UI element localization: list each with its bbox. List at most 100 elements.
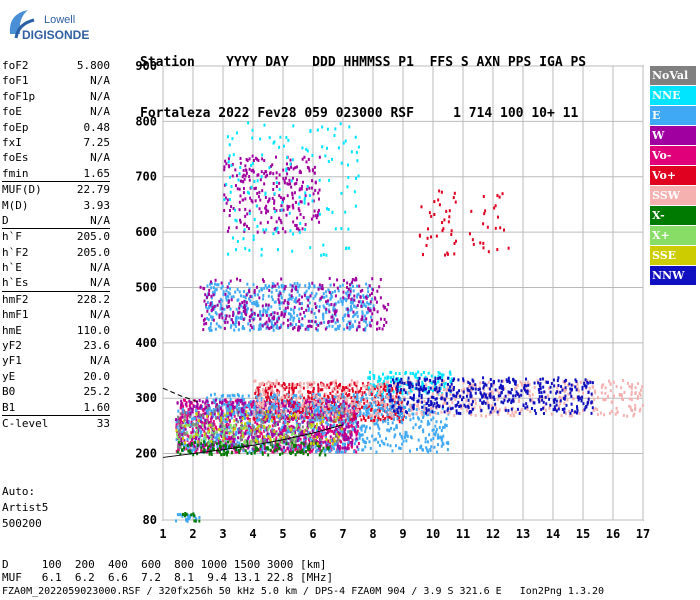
echo-point bbox=[230, 205, 233, 209]
echo-point bbox=[351, 417, 354, 421]
echo-point bbox=[568, 409, 571, 413]
echo-point bbox=[282, 388, 285, 392]
echo-point bbox=[279, 447, 282, 451]
echo-point bbox=[385, 437, 388, 441]
echo-point bbox=[385, 320, 388, 324]
echo-point bbox=[226, 294, 229, 298]
echo-point bbox=[222, 290, 225, 294]
echo-point bbox=[393, 406, 396, 410]
echo-point bbox=[352, 393, 355, 397]
echo-point bbox=[446, 401, 449, 405]
echo-point bbox=[213, 443, 216, 447]
echo-point bbox=[345, 434, 348, 438]
echo-point bbox=[274, 399, 277, 403]
echo-point bbox=[242, 198, 245, 202]
echo-point bbox=[270, 402, 273, 406]
echo-point bbox=[405, 380, 408, 384]
echo-point bbox=[252, 168, 255, 172]
echo-point bbox=[345, 438, 348, 442]
echo-point bbox=[331, 440, 334, 444]
echo-point bbox=[283, 414, 286, 418]
echo-point bbox=[229, 397, 232, 401]
echo-point bbox=[307, 408, 310, 412]
echo-point bbox=[474, 413, 477, 417]
echo-point bbox=[377, 382, 380, 386]
echo-point bbox=[335, 392, 338, 396]
echo-point bbox=[275, 184, 278, 188]
echo-point bbox=[310, 186, 313, 190]
echo-point bbox=[285, 431, 288, 435]
echo-point bbox=[283, 449, 286, 453]
echo-point bbox=[226, 425, 229, 429]
echo-point bbox=[321, 313, 324, 317]
echo-point bbox=[633, 412, 636, 416]
echo-point bbox=[279, 325, 282, 329]
echo-point bbox=[342, 296, 345, 300]
echo-point bbox=[325, 307, 328, 311]
echo-point bbox=[443, 387, 446, 391]
echo-point bbox=[572, 410, 575, 414]
echo-point bbox=[555, 399, 558, 403]
echo-point bbox=[280, 311, 283, 315]
echo-point bbox=[208, 446, 211, 450]
echo-point bbox=[298, 402, 301, 406]
echo-point bbox=[228, 154, 231, 158]
echo-point bbox=[240, 294, 243, 298]
echo-point bbox=[333, 447, 336, 451]
echo-point bbox=[217, 324, 220, 328]
echo-point bbox=[358, 436, 361, 440]
echo-point bbox=[286, 306, 289, 310]
echo-point bbox=[294, 287, 297, 291]
echo-point bbox=[217, 283, 220, 287]
echo-point bbox=[300, 306, 303, 310]
echo-point bbox=[273, 404, 276, 408]
echo-point bbox=[355, 150, 358, 154]
echo-point bbox=[553, 384, 556, 388]
echo-point bbox=[307, 431, 310, 435]
echo-point bbox=[227, 415, 230, 419]
echo-point bbox=[272, 420, 275, 424]
echo-point bbox=[251, 136, 254, 140]
echo-point bbox=[393, 384, 396, 388]
echo-point bbox=[267, 200, 270, 204]
echo-point bbox=[193, 435, 196, 439]
echo-point bbox=[438, 384, 441, 388]
echo-point bbox=[392, 417, 395, 421]
echo-point bbox=[289, 398, 292, 402]
echo-point bbox=[296, 289, 299, 293]
echo-point bbox=[235, 219, 238, 223]
echo-point bbox=[274, 210, 277, 214]
echo-point bbox=[426, 377, 429, 381]
echo-point bbox=[340, 393, 343, 397]
echo-point bbox=[253, 311, 256, 315]
echo-point bbox=[339, 382, 342, 386]
echo-point bbox=[341, 430, 344, 434]
echo-point bbox=[197, 410, 200, 414]
echo-point bbox=[353, 382, 356, 386]
echo-point bbox=[377, 375, 380, 379]
echo-point bbox=[266, 323, 269, 327]
echo-point bbox=[231, 413, 234, 417]
echo-point bbox=[228, 165, 231, 169]
echo-point bbox=[583, 381, 586, 385]
echo-point bbox=[332, 380, 335, 384]
echo-point bbox=[400, 400, 403, 404]
echo-point bbox=[267, 209, 270, 213]
echo-point bbox=[234, 208, 237, 212]
echo-point bbox=[294, 418, 297, 422]
echo-point bbox=[318, 298, 321, 302]
echo-point bbox=[385, 308, 388, 312]
echo-point bbox=[278, 194, 281, 198]
echo-point bbox=[211, 401, 214, 405]
echo-point bbox=[376, 423, 379, 427]
echo-point bbox=[291, 388, 294, 392]
echo-point bbox=[248, 178, 251, 182]
echo-point bbox=[311, 168, 314, 172]
echo-point bbox=[565, 403, 568, 407]
echo-point bbox=[361, 405, 364, 409]
echo-point bbox=[528, 383, 531, 387]
echo-point bbox=[369, 446, 372, 450]
echo-point bbox=[251, 326, 254, 330]
echo-point bbox=[356, 284, 359, 288]
echo-point bbox=[218, 313, 221, 317]
